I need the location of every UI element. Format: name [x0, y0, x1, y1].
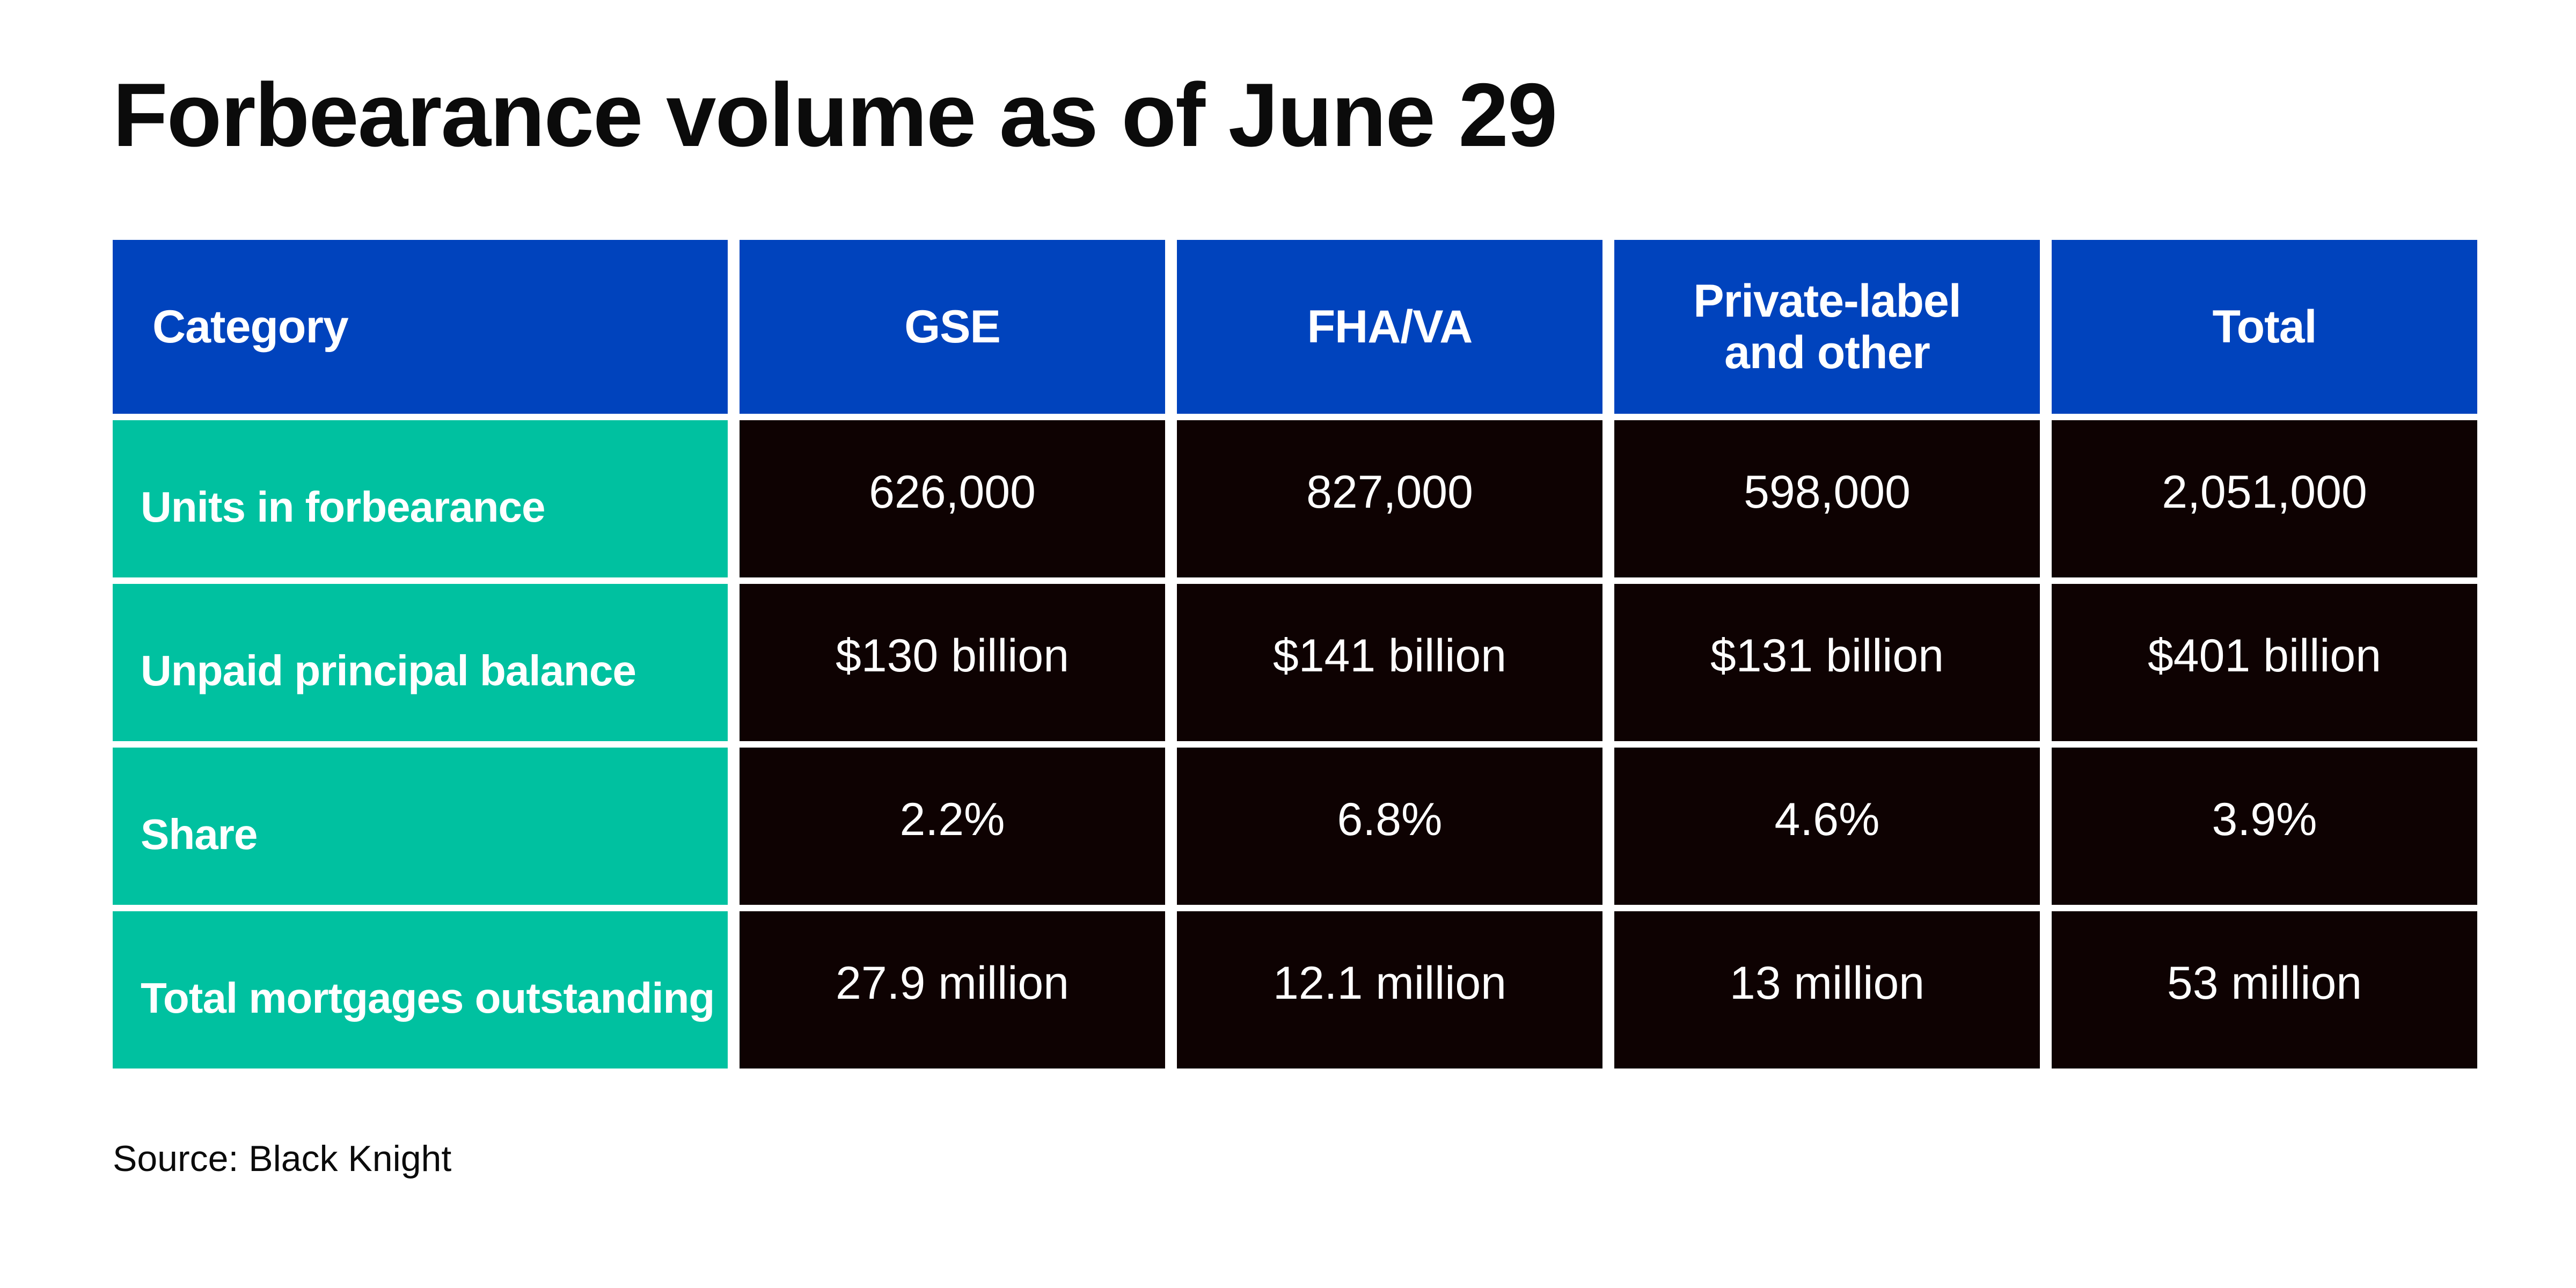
- header-category-label: Category: [152, 301, 349, 353]
- header-gse-label: GSE: [904, 301, 1001, 353]
- cell-mortgages-private-label: 13 million: [1614, 911, 2040, 1069]
- header-private-label-label: Private-label and other: [1693, 275, 1961, 378]
- row-label-unpaid-principal: Unpaid principal balance: [113, 584, 728, 741]
- cell-upb-gse: $130 billion: [740, 584, 1165, 741]
- row-label-share: Share: [113, 748, 728, 905]
- header-fha-va: FHA/VA: [1177, 240, 1602, 414]
- source-note: Source: Black Knight: [113, 1138, 452, 1179]
- cell-share-total: 3.9%: [2052, 748, 2477, 905]
- cell-mortgages-gse: 27.9 million: [740, 911, 1165, 1069]
- cell-upb-fha-va: $141 billion: [1177, 584, 1602, 741]
- cell-units-total: 2,051,000: [2052, 420, 2477, 577]
- header-category: Category: [113, 240, 728, 414]
- cell-mortgages-fha-va: 12.1 million: [1177, 911, 1602, 1069]
- cell-share-private-label: 4.6%: [1614, 748, 2040, 905]
- cell-mortgages-total: 53 million: [2052, 911, 2477, 1069]
- cell-units-fha-va: 827,000: [1177, 420, 1602, 577]
- row-label-units: Units in forbearance: [113, 420, 728, 577]
- forbearance-table: Category GSE FHA/VA Private-label and ot…: [113, 240, 2477, 1069]
- row-label-total-mortgages: Total mortgages outstanding: [113, 911, 728, 1069]
- header-total: Total: [2052, 240, 2477, 414]
- cell-upb-private-label: $131 billion: [1614, 584, 2040, 741]
- cell-units-private-label: 598,000: [1614, 420, 2040, 577]
- cell-share-gse: 2.2%: [740, 748, 1165, 905]
- header-private-label: Private-label and other: [1614, 240, 2040, 414]
- header-gse: GSE: [740, 240, 1165, 414]
- chart-title: Forbearance volume as of June 29: [113, 64, 1557, 165]
- cell-upb-total: $401 billion: [2052, 584, 2477, 741]
- cell-share-fha-va: 6.8%: [1177, 748, 1602, 905]
- header-fha-va-label: FHA/VA: [1307, 301, 1473, 353]
- header-total-label: Total: [2212, 301, 2317, 353]
- cell-units-gse: 626,000: [740, 420, 1165, 577]
